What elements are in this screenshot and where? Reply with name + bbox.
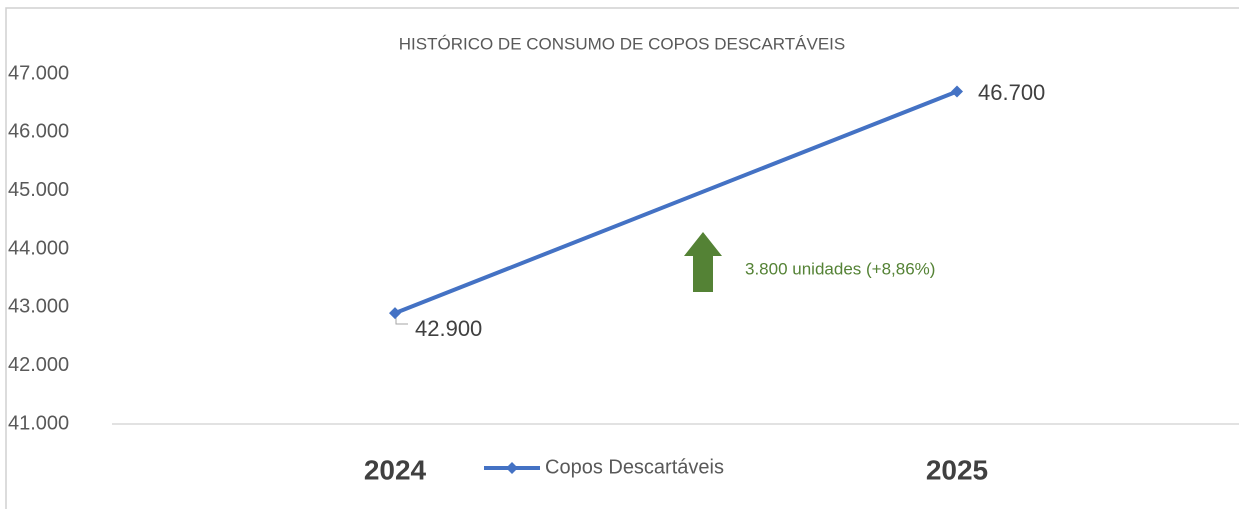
x-tick-label: 2024 (364, 454, 427, 485)
chart-border (5, 7, 1239, 509)
series-line (394, 89, 958, 316)
annotation: 3.800 unidades (+8,86%) (745, 259, 935, 278)
legend-marker (506, 462, 518, 474)
marker (389, 307, 401, 320)
y-tick-label: 43.000 (8, 296, 69, 318)
data-label: 46.700 (978, 80, 1045, 105)
data-label: 42.900 (415, 316, 482, 341)
y-tick-label: 47.000 (8, 62, 69, 84)
x-tick-label: 2025 (926, 454, 988, 485)
y-tick-label: 45.000 (8, 179, 69, 201)
y-tick-label: 41.000 (8, 412, 69, 434)
leader-line (395, 316, 408, 325)
y-tick-label: 46.000 (8, 121, 69, 143)
arrow-up (684, 232, 722, 292)
marker (951, 85, 963, 98)
y-tick-label: 44.000 (8, 237, 69, 259)
y-tick-label: 42.000 (8, 354, 69, 376)
chart-title: HISTÓRICO DE CONSUMO DE COPOS DESCARTÁVE… (399, 34, 845, 53)
legend-label: Copos Descartáveis (545, 456, 724, 478)
